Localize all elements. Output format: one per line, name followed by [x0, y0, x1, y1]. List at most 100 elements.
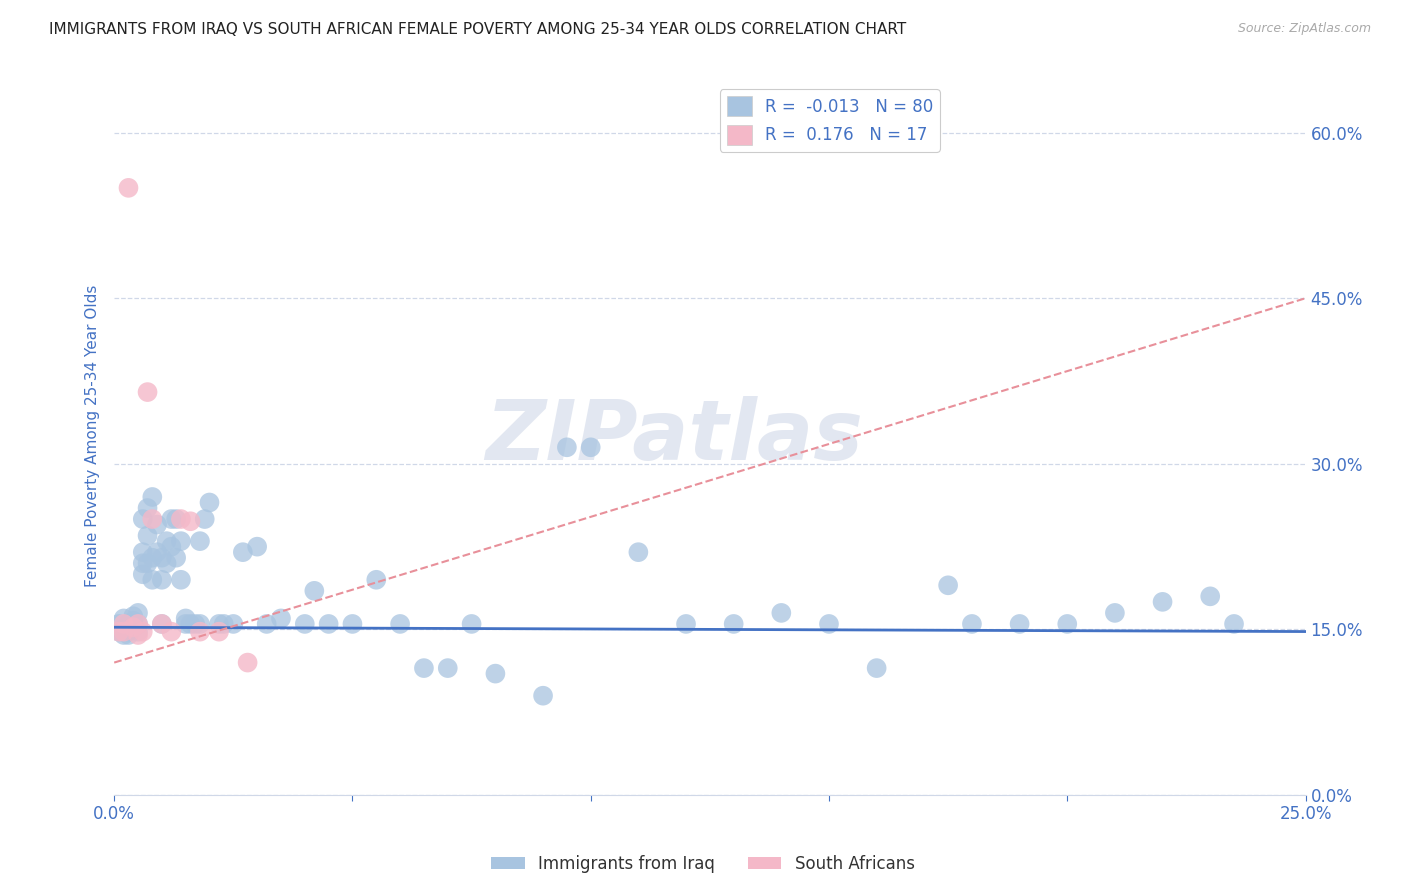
Point [389, 616, 412, 631]
Point [1223, 616, 1246, 631]
Point [112, 623, 135, 637]
Legend: Immigrants from Iraq, South Africans: Immigrants from Iraq, South Africans [485, 848, 921, 880]
Point [132, 556, 155, 570]
Point [208, 616, 231, 631]
Point [160, 540, 183, 554]
Point [112, 628, 135, 642]
Point [188, 616, 211, 631]
Point [579, 440, 602, 454]
Point [170, 534, 193, 549]
Point [198, 495, 221, 509]
Point [122, 609, 145, 624]
Point [960, 616, 983, 631]
Point [174, 611, 197, 625]
Point [818, 616, 841, 631]
Point [127, 616, 149, 631]
Point [127, 624, 149, 639]
Point [122, 614, 145, 628]
Point [127, 606, 149, 620]
Point [155, 556, 177, 570]
Point [232, 545, 254, 559]
Point [160, 624, 183, 639]
Point [132, 624, 155, 639]
Point [117, 624, 139, 639]
Point [246, 540, 269, 554]
Point [122, 620, 145, 634]
Point [1008, 616, 1031, 631]
Point [1056, 616, 1078, 631]
Point [460, 616, 482, 631]
Point [150, 550, 173, 565]
Point [165, 512, 187, 526]
Point [236, 656, 259, 670]
Point [112, 624, 135, 639]
Point [366, 573, 388, 587]
Point [770, 606, 793, 620]
Point [160, 512, 183, 526]
Point [141, 550, 163, 565]
Point [117, 616, 139, 631]
Point [141, 512, 163, 526]
Point [150, 616, 173, 631]
Point [132, 545, 155, 559]
Point [170, 512, 193, 526]
Y-axis label: Female Poverty Among 25-34 Year Olds: Female Poverty Among 25-34 Year Olds [86, 285, 100, 588]
Point [117, 628, 139, 642]
Point [484, 666, 506, 681]
Point [141, 490, 163, 504]
Point [188, 534, 211, 549]
Point [127, 616, 149, 631]
Text: ZIPatlas: ZIPatlas [485, 396, 863, 476]
Point [865, 661, 887, 675]
Point [112, 616, 135, 631]
Point [127, 628, 149, 642]
Point [627, 545, 650, 559]
Point [1152, 595, 1174, 609]
Text: Source: ZipAtlas.com: Source: ZipAtlas.com [1237, 22, 1371, 36]
Point [117, 181, 139, 195]
Text: IMMIGRANTS FROM IRAQ VS SOUTH AFRICAN FEMALE POVERTY AMONG 25-34 YEAR OLDS CORRE: IMMIGRANTS FROM IRAQ VS SOUTH AFRICAN FE… [49, 22, 907, 37]
Point [531, 689, 554, 703]
Point [108, 624, 131, 639]
Point [117, 620, 139, 634]
Point [1104, 606, 1126, 620]
Point [270, 611, 292, 625]
Point [136, 501, 159, 516]
Point [150, 573, 173, 587]
Point [170, 573, 193, 587]
Point [413, 661, 436, 675]
Point [150, 616, 173, 631]
Point [136, 385, 159, 400]
Point [174, 616, 197, 631]
Point [141, 573, 163, 587]
Point [132, 512, 155, 526]
Point [342, 616, 364, 631]
Point [675, 616, 697, 631]
Point [108, 616, 131, 631]
Legend: R =  -0.013   N = 80, R =  0.176   N = 17: R = -0.013 N = 80, R = 0.176 N = 17 [720, 89, 939, 152]
Point [155, 534, 177, 549]
Point [212, 616, 235, 631]
Point [555, 440, 578, 454]
Point [222, 616, 245, 631]
Point [132, 567, 155, 582]
Point [318, 616, 340, 631]
Point [256, 616, 278, 631]
Point [188, 624, 211, 639]
Point [304, 583, 326, 598]
Point [294, 616, 316, 631]
Point [194, 512, 217, 526]
Point [436, 661, 458, 675]
Point [179, 514, 201, 528]
Point [136, 528, 159, 542]
Point [122, 620, 145, 634]
Point [108, 624, 131, 639]
Point [723, 616, 745, 631]
Point [136, 556, 159, 570]
Point [179, 616, 201, 631]
Point [112, 611, 135, 625]
Point [165, 550, 187, 565]
Point [146, 517, 169, 532]
Point [1199, 590, 1222, 604]
Point [936, 578, 959, 592]
